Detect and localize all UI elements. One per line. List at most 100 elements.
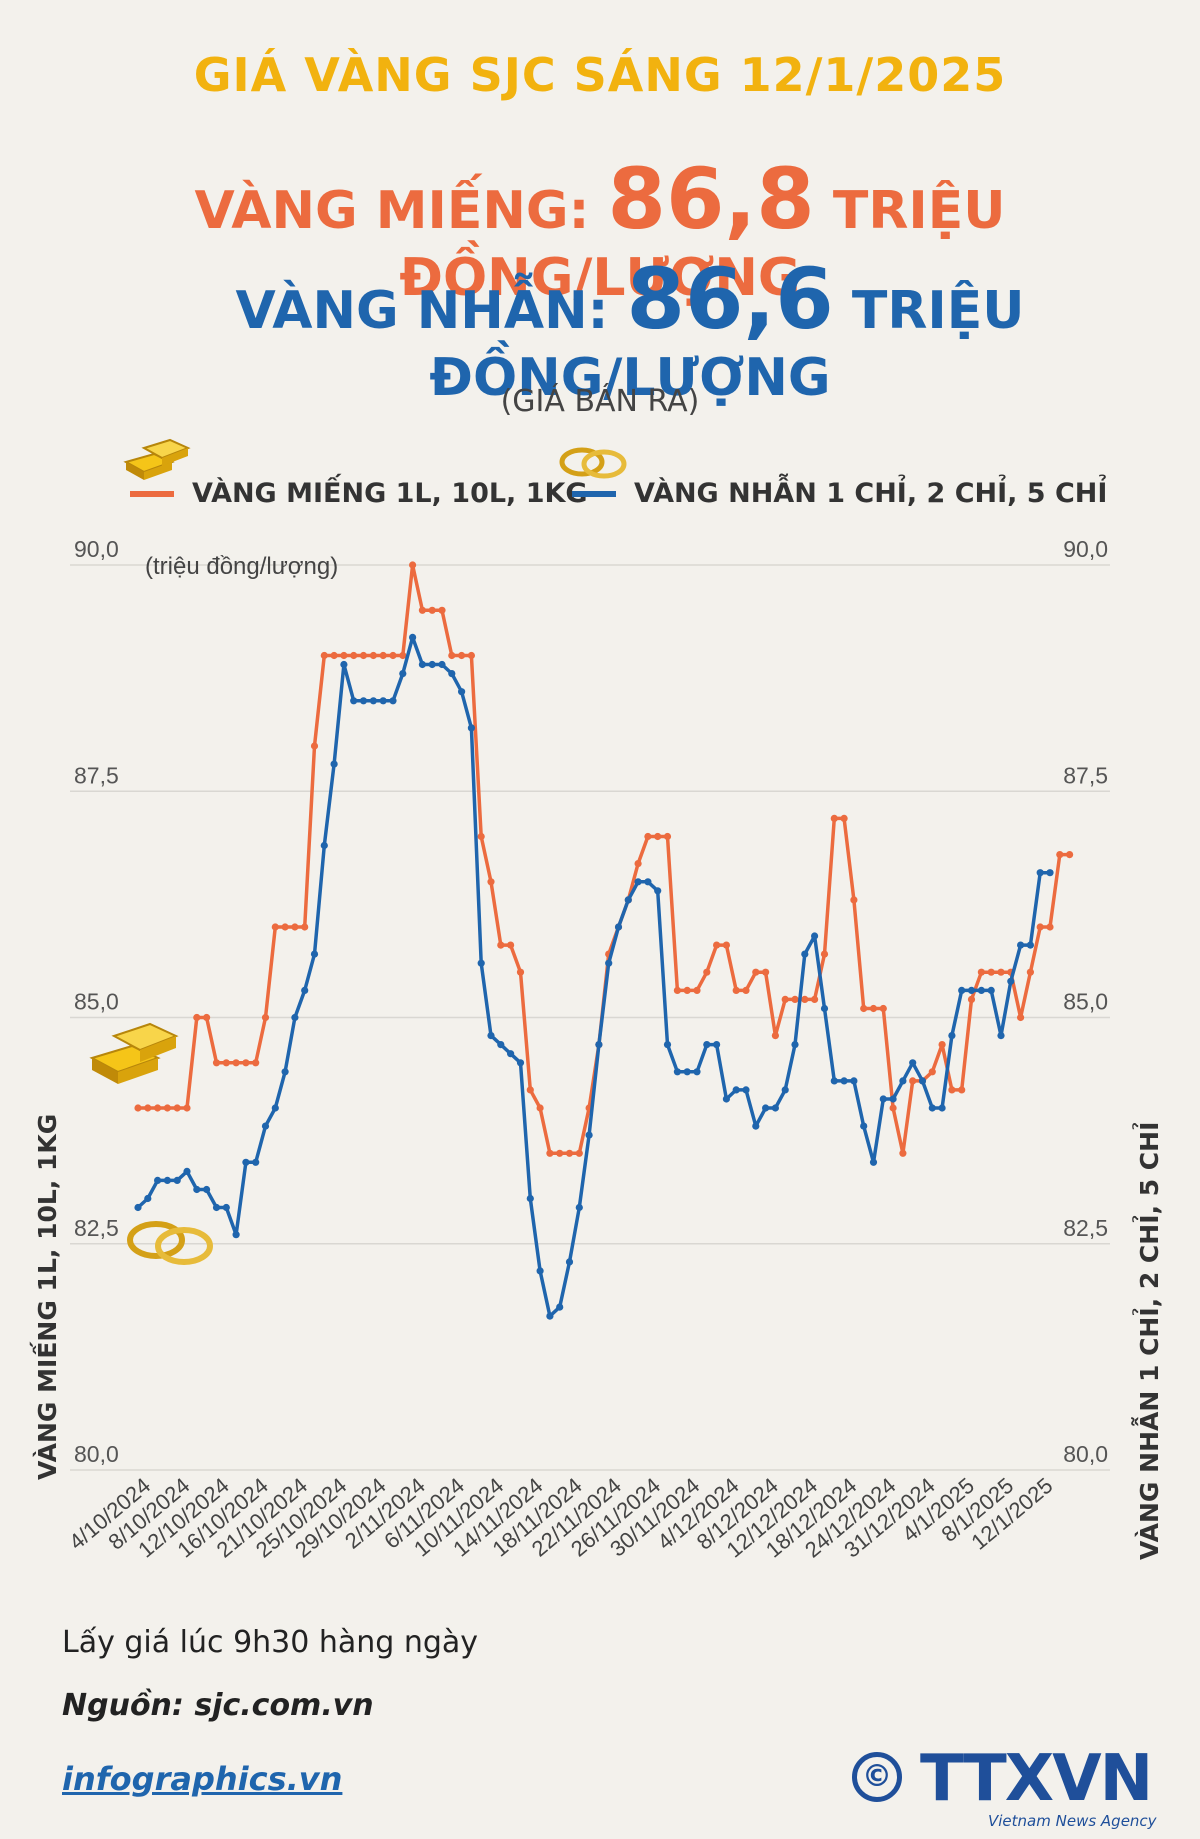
- data-point-nhan: [997, 1032, 1005, 1040]
- data-point-nhan: [663, 1041, 672, 1049]
- data-point-nhan: [771, 1104, 780, 1112]
- ring-icon: [559, 447, 627, 479]
- page-title: GIÁ VÀNG SJC SÁNG 12/1/2025: [193, 48, 1007, 102]
- data-point-nhan: [850, 1077, 858, 1085]
- data-point-nhan: [134, 1203, 142, 1212]
- data-point-nhan: [173, 1176, 181, 1184]
- data-point-mieng: [232, 1059, 240, 1067]
- data-point-nhan: [379, 697, 387, 705]
- data-point-nhan: [154, 1176, 162, 1184]
- data-point-mieng: [350, 651, 358, 660]
- data-point-nhan: [536, 1267, 544, 1275]
- footnote-source: Nguồn: sjc.com.vn: [62, 1688, 374, 1723]
- data-point-mieng: [409, 561, 417, 569]
- data-point-nhan: [977, 986, 986, 994]
- data-point-nhan: [811, 932, 819, 940]
- data-point-nhan: [301, 986, 309, 994]
- data-point-mieng: [752, 968, 760, 976]
- data-point-mieng: [879, 1004, 887, 1013]
- data-point-mieng: [1056, 851, 1064, 859]
- data-point-nhan: [428, 660, 436, 669]
- ttxvn-logo-sub: Vietnam News Agency: [988, 1812, 1157, 1830]
- subtitle: (GIÁ BÁN RA): [500, 384, 700, 419]
- data-point-nhan: [222, 1203, 230, 1212]
- data-point-mieng: [673, 986, 682, 994]
- data-point-nhan: [1036, 869, 1044, 877]
- data-point-mieng: [634, 860, 642, 868]
- data-point-mieng: [575, 1149, 583, 1157]
- data-point-mieng: [781, 995, 789, 1003]
- data-point-nhan: [497, 1041, 505, 1049]
- data-point-mieng: [212, 1059, 221, 1067]
- data-point-mieng: [281, 923, 289, 931]
- data-point-nhan: [183, 1167, 191, 1175]
- data-point-mieng: [556, 1149, 564, 1157]
- data-point-nhan: [614, 923, 623, 931]
- data-point-nhan: [556, 1303, 564, 1311]
- data-point-nhan: [585, 1131, 593, 1139]
- data-point-nhan: [281, 1068, 289, 1076]
- data-point-nhan: [350, 697, 358, 705]
- data-point-nhan: [918, 1077, 927, 1085]
- data-point-nhan: [1007, 977, 1015, 985]
- data-point-nhan: [693, 1068, 701, 1076]
- data-point-nhan: [791, 1041, 799, 1049]
- ytick-left-label: 87,5: [74, 762, 119, 788]
- data-point-mieng: [1017, 1013, 1025, 1022]
- ytick-right-label: 80,0: [1063, 1441, 1108, 1467]
- data-point-nhan: [605, 959, 613, 967]
- data-point-nhan: [938, 1104, 946, 1112]
- data-point-nhan: [359, 697, 368, 705]
- mieng-label: VÀNG MIẾNG:: [194, 181, 590, 241]
- data-point-nhan: [732, 1086, 740, 1094]
- data-point-nhan: [683, 1068, 691, 1076]
- data-point-nhan: [860, 1122, 868, 1130]
- data-point-mieng: [144, 1104, 152, 1112]
- data-point-nhan: [144, 1194, 152, 1203]
- data-point-mieng: [967, 995, 976, 1003]
- data-point-mieng: [987, 968, 995, 976]
- data-point-mieng: [771, 1032, 780, 1040]
- data-point-nhan: [624, 896, 632, 904]
- data-point-mieng: [928, 1068, 936, 1076]
- legend-nhan-label: VÀNG NHẪN 1 CHỈ, 2 CHỈ, 5 CHỈ: [634, 478, 1108, 509]
- data-point-mieng: [850, 896, 858, 904]
- data-point-nhan: [820, 1004, 829, 1013]
- data-point-mieng: [507, 941, 515, 949]
- data-point-mieng: [801, 995, 809, 1003]
- mieng-value: 86,8: [607, 150, 815, 248]
- data-point-mieng: [428, 606, 436, 614]
- data-point-nhan: [409, 633, 417, 641]
- ytick-right-label: 85,0: [1063, 989, 1108, 1015]
- data-point-nhan: [762, 1104, 770, 1112]
- data-point-nhan: [1046, 869, 1054, 877]
- gold-bar-axis-icon: [89, 1022, 179, 1084]
- data-point-nhan: [369, 697, 377, 705]
- data-point-nhan: [801, 950, 809, 958]
- data-point-mieng: [516, 968, 525, 976]
- data-point-nhan: [507, 1050, 515, 1058]
- data-point-nhan: [673, 1068, 682, 1076]
- data-point-nhan: [340, 660, 348, 669]
- data-point-mieng: [565, 1149, 574, 1157]
- data-point-mieng: [663, 832, 672, 841]
- data-point-mieng: [889, 1104, 897, 1112]
- data-point-mieng: [1046, 923, 1054, 931]
- ylabel-left: VÀNG MIẾNG 1L, 10L, 1KG: [29, 1114, 62, 1480]
- copyright-icon: ©: [852, 1752, 902, 1802]
- data-point-mieng: [1066, 851, 1074, 859]
- data-point-mieng: [389, 651, 397, 660]
- data-point-mieng: [654, 832, 662, 841]
- legend-nhan-swatch: [572, 490, 616, 497]
- site-link[interactable]: infographics.vn: [62, 1760, 343, 1798]
- data-point-mieng: [830, 814, 838, 822]
- ytick-right-label: 87,5: [1063, 762, 1108, 788]
- data-point-nhan: [193, 1185, 201, 1194]
- data-point-mieng: [261, 1013, 270, 1022]
- data-point-mieng: [310, 742, 319, 750]
- data-point-mieng: [193, 1013, 201, 1022]
- data-point-mieng: [399, 651, 407, 660]
- data-point-mieng: [1036, 923, 1044, 931]
- data-point-mieng: [860, 1004, 868, 1013]
- ytick-left-label: 80,0: [74, 1441, 119, 1467]
